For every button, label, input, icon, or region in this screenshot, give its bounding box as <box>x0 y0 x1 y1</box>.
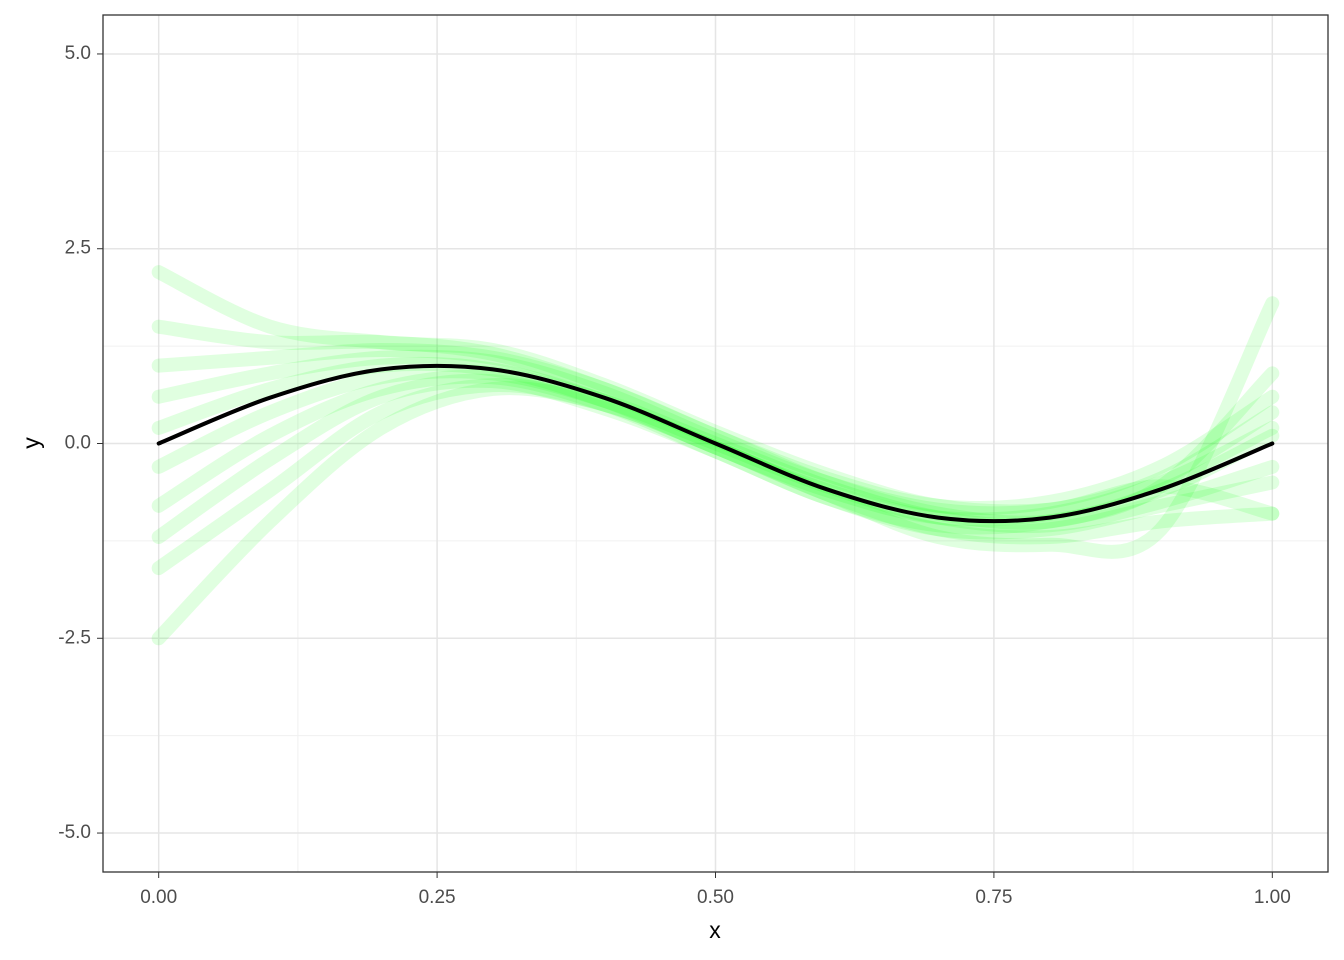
sample-line <box>151 366 1280 544</box>
sample-line <box>151 377 1280 576</box>
x-tick-label: 1.00 <box>1254 887 1291 908</box>
x-tick-label: 0.75 <box>975 887 1012 908</box>
panel-border <box>102 14 1329 873</box>
y-tick-label: -2.5 <box>58 627 91 648</box>
x-tick-label: 0.50 <box>697 887 734 908</box>
x-tick-label: 0.00 <box>140 887 177 908</box>
sample-line <box>151 296 1280 646</box>
sample-line <box>151 265 1280 521</box>
y-tick-label: 5.0 <box>65 43 91 64</box>
mean-line <box>156 363 1275 524</box>
sample-line <box>151 349 1280 521</box>
y-axis-title: y <box>18 437 44 449</box>
sample-line <box>151 369 1280 540</box>
x-tick-label: 0.25 <box>419 887 456 908</box>
x-axis-title: x <box>709 917 721 943</box>
y-tick-label: -5.0 <box>58 822 91 843</box>
sample-line <box>151 319 1280 516</box>
y-tick-label: 0.0 <box>65 433 91 454</box>
sample-line <box>151 343 1280 530</box>
y-tick-label: 2.5 <box>65 238 91 259</box>
sample-line <box>151 356 1280 527</box>
